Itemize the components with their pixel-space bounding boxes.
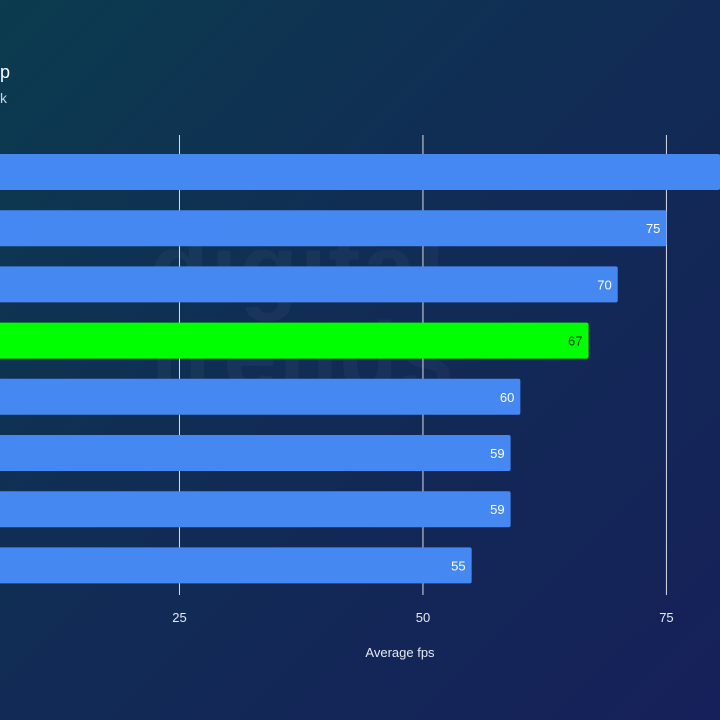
highlighted-bar	[0, 322, 589, 359]
bar-2	[0, 210, 667, 247]
bar-8	[0, 547, 472, 584]
chart-subtitle-fragment: k	[0, 90, 7, 106]
bar-value-label-3: 70	[597, 277, 611, 292]
bar-value-label-6: 59	[490, 446, 504, 461]
x-tick-label-25: 25	[172, 610, 186, 625]
bar-value-label-5: 60	[500, 390, 514, 405]
bar-7	[0, 491, 511, 528]
bar-value-label-7: 59	[490, 502, 504, 517]
x-tick-label-50: 50	[416, 610, 430, 625]
bar-1	[0, 154, 720, 190]
x-axis-label: Average fps	[365, 645, 435, 660]
chart-title-fragment: p	[0, 62, 11, 82]
bar-3	[0, 266, 618, 303]
bar-5	[0, 378, 521, 415]
bar-value-label-8: 55	[451, 558, 465, 573]
bar-value-labels: 75 70 67 60 59 59 55	[451, 221, 660, 573]
x-axis-ticks: 25 50 75	[172, 610, 673, 625]
bar-series	[0, 154, 720, 584]
bar-6	[0, 435, 511, 471]
bar-value-label-4: 67	[568, 334, 582, 349]
x-tick-label-75: 75	[659, 610, 673, 625]
bar-value-label-2: 75	[646, 221, 660, 236]
